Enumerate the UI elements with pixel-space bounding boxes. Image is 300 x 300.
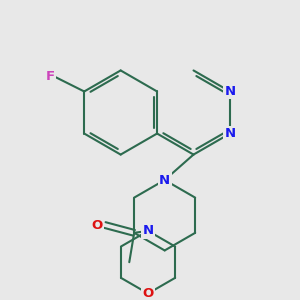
- Text: O: O: [92, 218, 103, 232]
- Text: O: O: [142, 287, 154, 300]
- Text: N: N: [142, 224, 154, 237]
- Text: N: N: [159, 173, 170, 187]
- Text: F: F: [45, 70, 55, 83]
- Text: N: N: [224, 127, 236, 140]
- Text: N: N: [224, 85, 236, 98]
